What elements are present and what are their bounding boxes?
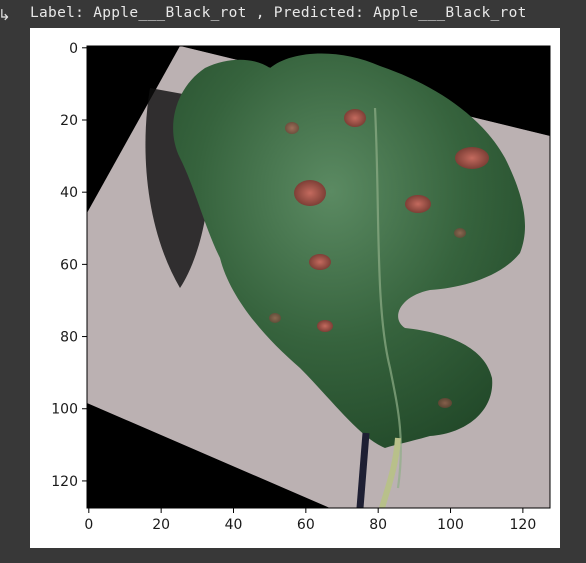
x-tick-label: 120 [510, 517, 537, 533]
stdout-text: Label: Apple___Black_rot , Predicted: Ap… [30, 5, 527, 21]
lesion-spot [294, 180, 326, 206]
y-tick-label: 20 [60, 113, 78, 129]
y-tick-label: 40 [60, 185, 78, 201]
lesion-spot [405, 195, 431, 213]
leaf-image [87, 46, 550, 508]
lesion-spot [269, 313, 281, 323]
axes-frame [86, 45, 551, 509]
lesion-spot [454, 228, 466, 238]
leaf-body [173, 53, 526, 448]
x-tick-label: 0 [84, 517, 93, 533]
x-tick-label: 100 [437, 517, 464, 533]
y-tick-label: 0 [69, 41, 78, 57]
x-tick-label: 60 [297, 517, 315, 533]
x-tick-label: 40 [225, 517, 243, 533]
y-tick-label: 60 [60, 257, 78, 273]
lesion-spot [455, 147, 489, 169]
x-tick-label: 20 [152, 517, 170, 533]
y-tick-label: 100 [51, 402, 78, 418]
x-tick-label: 80 [369, 517, 387, 533]
lesion-spot [317, 320, 333, 332]
x-axis: 0 20 40 60 80 100 120 [84, 508, 536, 533]
lesion-spot [438, 398, 452, 408]
lesion-spot [309, 254, 331, 270]
figure-svg: 0 20 40 60 80 100 120 0 20 40 60 80 100 120 [51, 41, 551, 533]
lesion-spot [344, 109, 366, 127]
y-tick-label: 120 [51, 474, 78, 490]
leaf-stem [379, 437, 401, 508]
y-tick-label: 80 [60, 330, 78, 346]
matplotlib-figure: 0 20 40 60 80 100 120 0 20 40 60 80 100 120 [30, 28, 560, 548]
y-axis: 0 20 40 60 80 100 120 [51, 41, 87, 490]
stem-shadow [356, 432, 370, 508]
output-arrow-icon[interactable]: ↳ [0, 6, 11, 24]
lesion-spot [285, 122, 299, 134]
